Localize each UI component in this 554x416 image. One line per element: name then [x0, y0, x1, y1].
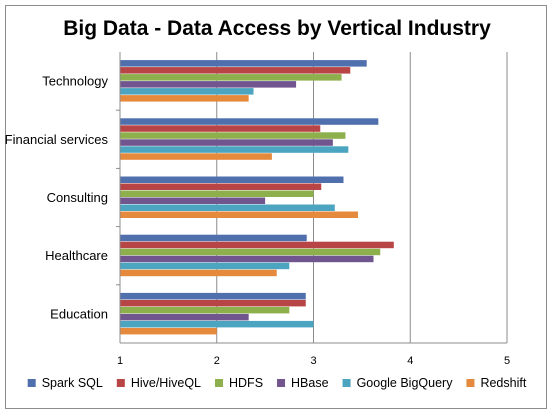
bar [120, 81, 297, 88]
legend-label: HBase [291, 376, 329, 390]
category-label: Consulting [47, 190, 108, 205]
bar-groups [120, 60, 394, 335]
bar [120, 74, 342, 81]
bar [120, 60, 367, 67]
x-tick-label: 4 [407, 355, 413, 367]
bar [120, 118, 379, 125]
bar [120, 269, 277, 277]
bar [120, 88, 254, 95]
bar [120, 234, 307, 242]
legend-swatch [27, 379, 36, 387]
bar [120, 146, 349, 153]
legend-swatch [116, 379, 125, 387]
bar [120, 299, 306, 307]
axes [116, 52, 507, 344]
bar [120, 176, 344, 183]
legend-label: Google BigQuery [357, 376, 454, 390]
bar [120, 320, 314, 328]
legend-swatch [342, 379, 351, 387]
bar [120, 306, 290, 314]
bar [120, 153, 272, 160]
category-labels: Technology Financial services Consulting He… [5, 74, 109, 322]
bar [120, 211, 359, 218]
bar [120, 204, 335, 211]
bar [120, 95, 249, 102]
bar [120, 197, 266, 204]
bar [120, 183, 322, 190]
bar [120, 262, 290, 270]
legend-swatch [215, 379, 223, 387]
bar [120, 241, 394, 249]
x-tick-label: 5 [504, 355, 510, 367]
x-tick-label: 1 [117, 355, 123, 367]
x-tick-labels: 1 2 3 4 5 [117, 355, 510, 367]
chart-title: Big Data - Data Access by Vertical Indus… [63, 17, 491, 40]
bar [120, 292, 306, 300]
legend-swatch [277, 379, 286, 387]
legend-label: Hive/HiveQL [131, 376, 201, 390]
legend-label: Spark SQL [42, 376, 103, 390]
bar [120, 248, 381, 256]
category-label: Financial services [5, 132, 109, 147]
bar [120, 313, 249, 321]
bar [120, 67, 351, 74]
category-label: Technology [42, 74, 108, 89]
bar [120, 139, 333, 146]
bar [120, 255, 374, 263]
legend: Spark SQL Hive/HiveQL HDFS HBase Google BigQ… [27, 376, 527, 390]
legend-label: HDFS [229, 376, 263, 390]
bar [120, 327, 217, 335]
bar [120, 190, 314, 197]
category-label: Healthcare [45, 248, 108, 263]
x-tick-label: 3 [310, 355, 316, 367]
legend-swatch [466, 379, 475, 387]
bar [120, 132, 346, 139]
category-label: Education [50, 306, 108, 321]
bar [120, 125, 321, 132]
x-tick-label: 2 [214, 355, 220, 367]
legend-label: Redshift [480, 376, 526, 390]
